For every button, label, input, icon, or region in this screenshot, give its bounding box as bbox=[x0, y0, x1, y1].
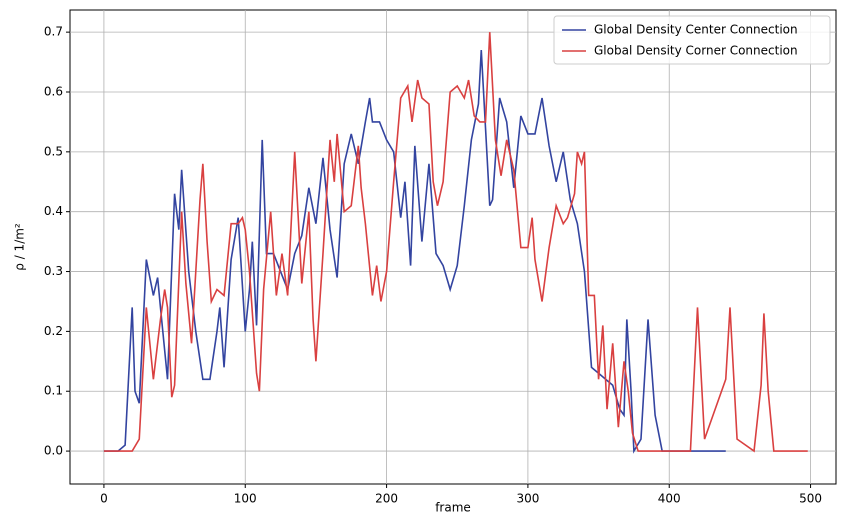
legend-label: Global Density Corner Connection bbox=[594, 44, 798, 58]
x-tick-label: 100 bbox=[234, 492, 257, 506]
y-axis-label: ρ / 1/m² bbox=[13, 223, 27, 271]
y-tick-label: 0.3 bbox=[44, 264, 63, 278]
y-tick-label: 0.6 bbox=[44, 84, 63, 98]
legend-label: Global Density Center Connection bbox=[594, 23, 798, 37]
y-tick-label: 0.5 bbox=[44, 144, 63, 158]
legend-box bbox=[553, 15, 831, 65]
data-line bbox=[103, 32, 808, 453]
x-tick-label: 400 bbox=[658, 492, 681, 506]
y-tick-label: 0.4 bbox=[44, 204, 63, 218]
plot-frame bbox=[69, 9, 837, 485]
y-tick-label: 0.2 bbox=[44, 324, 63, 338]
x-axis-label: frame bbox=[435, 501, 471, 515]
x-tick-label: 200 bbox=[375, 492, 398, 506]
y-tick-label: 0.0 bbox=[44, 444, 63, 458]
x-tick-label: 0 bbox=[100, 492, 108, 506]
x-tick-label: 300 bbox=[516, 492, 539, 506]
x-tick-label: 500 bbox=[799, 492, 822, 506]
y-tick-label: 0.7 bbox=[44, 25, 63, 39]
y-tick-label: 0.1 bbox=[44, 384, 63, 398]
